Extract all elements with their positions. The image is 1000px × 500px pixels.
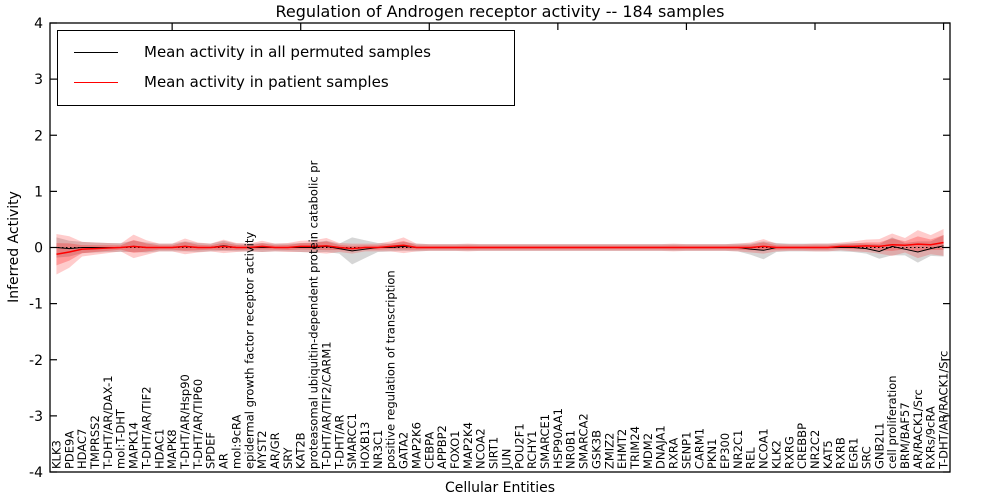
x-tick-label: JUN	[499, 449, 513, 470]
patient-band-outer	[56, 228, 944, 275]
legend-label-permuted: Mean activity in all permuted samples	[144, 43, 431, 61]
x-tick-label: NR3C1	[371, 430, 385, 469]
x-tick-label: MYST2	[255, 430, 269, 469]
x-tick-label: T-DHT/AR/TIP60	[191, 379, 205, 470]
x-tick-label: APPBP2	[435, 425, 449, 469]
x-tick-label: T-DHT/AR/TIF2/CARM1	[319, 341, 333, 470]
x-tick-label: SRC	[859, 446, 873, 469]
permuted-band	[56, 235, 944, 265]
x-tick-label: epidermal growth factor receptor activit…	[242, 232, 256, 469]
x-tick-label: AR/RACK1/Src	[911, 389, 925, 469]
x-tick-label: POU2F1	[512, 423, 526, 469]
x-tick-label: GATA2	[397, 432, 411, 469]
series-line-patient	[56, 241, 944, 255]
x-tick-label: T-DHT/AR/RACK1/Src	[937, 351, 951, 470]
x-tick-label: cell proliferation	[885, 375, 899, 469]
x-tick-label: NCOA1	[757, 428, 771, 469]
x-tick-label: TRIM24	[628, 426, 642, 470]
x-tick-label: GNB2L1	[872, 423, 886, 469]
y-tick-label: 2	[34, 128, 43, 144]
x-tick-label: KLK3	[49, 440, 63, 469]
x-tick-label: RXRG	[782, 436, 796, 469]
x-tick-label: CARM1	[692, 428, 706, 469]
x-axis-label: Cellular Entities	[444, 480, 556, 496]
x-tick-label: HSP90AA1	[551, 408, 565, 469]
x-tick-label: NCOA2	[474, 428, 488, 469]
x-tick-label: GSK3B	[589, 430, 603, 469]
x-tick-label: KAT2B	[294, 432, 308, 469]
x-tick-label: mol:T-DHT	[114, 408, 128, 469]
y-tick-label: -4	[29, 465, 43, 481]
x-tick-label: EHMT2	[615, 429, 629, 469]
x-tick-label: KLK2	[769, 440, 783, 469]
y-tick-label: -1	[29, 297, 43, 313]
x-tick-label: MDM2	[641, 433, 655, 469]
x-tick-label: HOXB13	[358, 422, 372, 469]
y-tick-label: 3	[34, 72, 43, 88]
y-tick-label: 0	[34, 241, 43, 257]
x-tick-label: T-DHT/AR/DAX-1	[101, 375, 115, 470]
x-tick-label: MAPK8	[165, 429, 179, 469]
y-tick-label: 4	[34, 16, 43, 32]
x-tick-label: HDAC7	[75, 429, 89, 469]
x-tick-label: MAPK14	[127, 422, 141, 469]
legend-item-patient: Mean activity in patient samples	[68, 67, 504, 97]
x-tick-label: positive regulation of transcription	[384, 270, 398, 469]
x-tick-label: NR0B1	[564, 430, 578, 469]
x-tick-label: SMARCE1	[538, 414, 552, 469]
x-tick-label: PKN1	[705, 439, 719, 469]
y-tick-label: 1	[34, 184, 43, 200]
y-tick-label: -2	[29, 353, 43, 369]
legend: Mean activity in all permuted samples Me…	[57, 30, 515, 106]
x-tick-label: CREBBP	[795, 423, 809, 469]
x-tick-label: SENP1	[679, 432, 693, 469]
x-tick-label: SRY	[281, 446, 295, 469]
legend-line-patient-icon	[74, 81, 118, 83]
x-tick-label: MAP2K4	[461, 422, 475, 469]
x-tick-label: T-DHT/AR/Hsp90	[178, 374, 192, 470]
x-tick-label: NR2C2	[808, 430, 822, 469]
x-tick-label: REL	[744, 447, 758, 469]
x-tick-label: SMARCA2	[577, 413, 591, 469]
x-tick-label: DNAJA1	[654, 425, 668, 469]
x-tick-label: T-DHT/AR/TIF2	[139, 386, 153, 470]
x-tick-label: EP300	[718, 433, 732, 469]
x-tick-label: AR/GR	[268, 432, 282, 469]
x-tick-label: ZMIZ2	[602, 433, 616, 469]
x-tick-label: NR2C1	[731, 430, 745, 469]
x-tick-label: KAT5	[821, 440, 835, 469]
x-tick-label: EGR1	[847, 438, 861, 470]
x-tick-label: RXRs/9cRA	[924, 406, 938, 469]
x-tick-label: HDAC1	[152, 429, 166, 469]
x-tick-label: FOXO1	[448, 431, 462, 469]
x-tick-label: PDE9A	[62, 431, 76, 469]
y-tick-label: -3	[29, 409, 43, 425]
x-tick-label: SPDEF	[204, 432, 218, 469]
x-tick-label: TMPRSS2	[88, 415, 102, 470]
chart-title: Regulation of Androgen receptor activity…	[275, 2, 725, 21]
legend-line-permuted-icon	[74, 51, 118, 53]
x-tick-label: RCHY1	[525, 431, 539, 469]
legend-label-patient: Mean activity in patient samples	[144, 73, 389, 91]
x-tick-label: T-DHT/AR	[332, 415, 346, 470]
x-tick-label: CEBPA	[422, 432, 436, 469]
x-tick-label: RXRB	[834, 437, 848, 469]
legend-item-permuted: Mean activity in all permuted samples	[68, 37, 504, 67]
x-tick-label: BRM/BAF57	[898, 402, 912, 469]
x-tick-label: SMARCC1	[345, 413, 359, 469]
x-tick-label: AR	[217, 453, 231, 469]
x-tick-label: mol:9cRA	[229, 415, 243, 469]
x-tick-label: RXRA	[667, 438, 681, 469]
x-tick-label: SIRT1	[487, 437, 501, 469]
x-tick-label: MAP2K6	[409, 422, 423, 469]
x-tick-label: proteasomal ubiquitin-dependent protein …	[307, 160, 321, 469]
